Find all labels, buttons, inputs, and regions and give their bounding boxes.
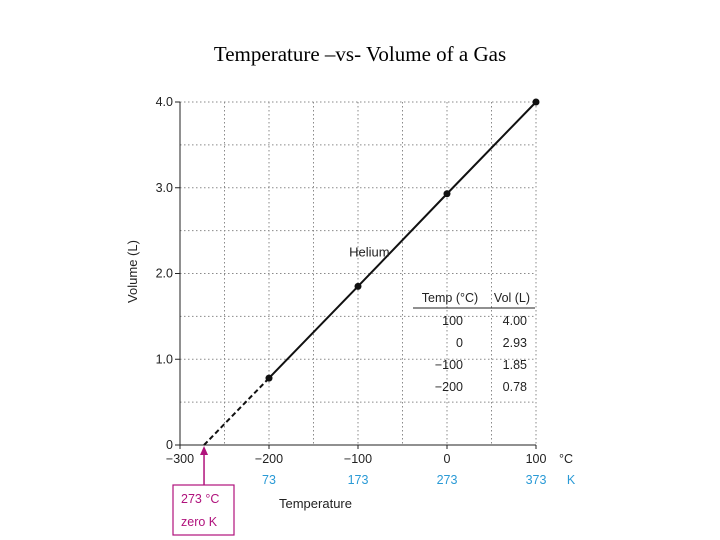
kelvin-tick-label: 273 [437, 473, 458, 487]
y-tick-label: 3.0 [156, 181, 173, 195]
kelvin-tick-label: 173 [348, 473, 369, 487]
zero-k-annotation: 273 °C zero K [172, 446, 235, 536]
y-tick-label: 1.0 [156, 352, 173, 366]
table-cell-temp: 100 [442, 314, 463, 328]
table-cell-vol: 0.78 [503, 380, 527, 394]
y-tick-label: 4.0 [156, 95, 173, 109]
kelvin-tick-label: 73 [262, 473, 276, 487]
data-series: Helium [203, 98, 540, 446]
x-tick-label: 0 [444, 452, 451, 466]
x-unit-label: °C [559, 452, 573, 466]
data-point [532, 98, 540, 106]
zero-k-box [172, 484, 235, 536]
x-tick-label: −200 [255, 452, 283, 466]
x-tick-label: −300 [166, 452, 194, 466]
data-point [443, 190, 451, 198]
zero-k-arrowhead [200, 446, 209, 455]
helium-line [268, 101, 537, 379]
table-header-temp: Temp (°C) [422, 291, 478, 305]
data-table: Temp (°C) Vol (L) 100 4.00 0 2.93 −100 1.85 −200… [413, 291, 535, 394]
zero-k-label-celsius: 273 °C [181, 492, 219, 506]
y-axis-title: Volume (L) [125, 240, 140, 303]
zero-k-label-kelvin: zero K [181, 515, 218, 529]
x-tick-label: 100 [526, 452, 547, 466]
series-label-helium: Helium [349, 244, 389, 259]
table-cell-temp: 0 [456, 336, 463, 350]
table-cell-temp: −100 [435, 358, 463, 372]
table-cell-temp: −200 [435, 380, 463, 394]
table-header-vol: Vol (L) [494, 291, 530, 305]
kelvin-tick-label: 373 [526, 473, 547, 487]
table-cell-vol: 4.00 [503, 314, 527, 328]
data-point [265, 374, 273, 382]
x-tick-label: −100 [344, 452, 372, 466]
table-cell-vol: 2.93 [503, 336, 527, 350]
y-tick-label: 2.0 [156, 267, 173, 281]
tick-labels: 0 1.0 2.0 3.0 4.0 −300 −200 −100 0 100 °C 73 173 273 3… [125, 95, 576, 511]
table-cell-vol: 1.85 [503, 358, 527, 372]
x-axis-title: Temperature [279, 496, 352, 511]
kelvin-unit-label: K [567, 473, 576, 487]
y-tick-label: 0 [166, 438, 173, 452]
extrapolation-line [203, 377, 270, 446]
grid-lines [180, 101, 537, 445]
axes [175, 101, 537, 449]
data-point [354, 282, 362, 290]
slide-title: Temperature –vs- Volume of a Gas [213, 42, 507, 66]
